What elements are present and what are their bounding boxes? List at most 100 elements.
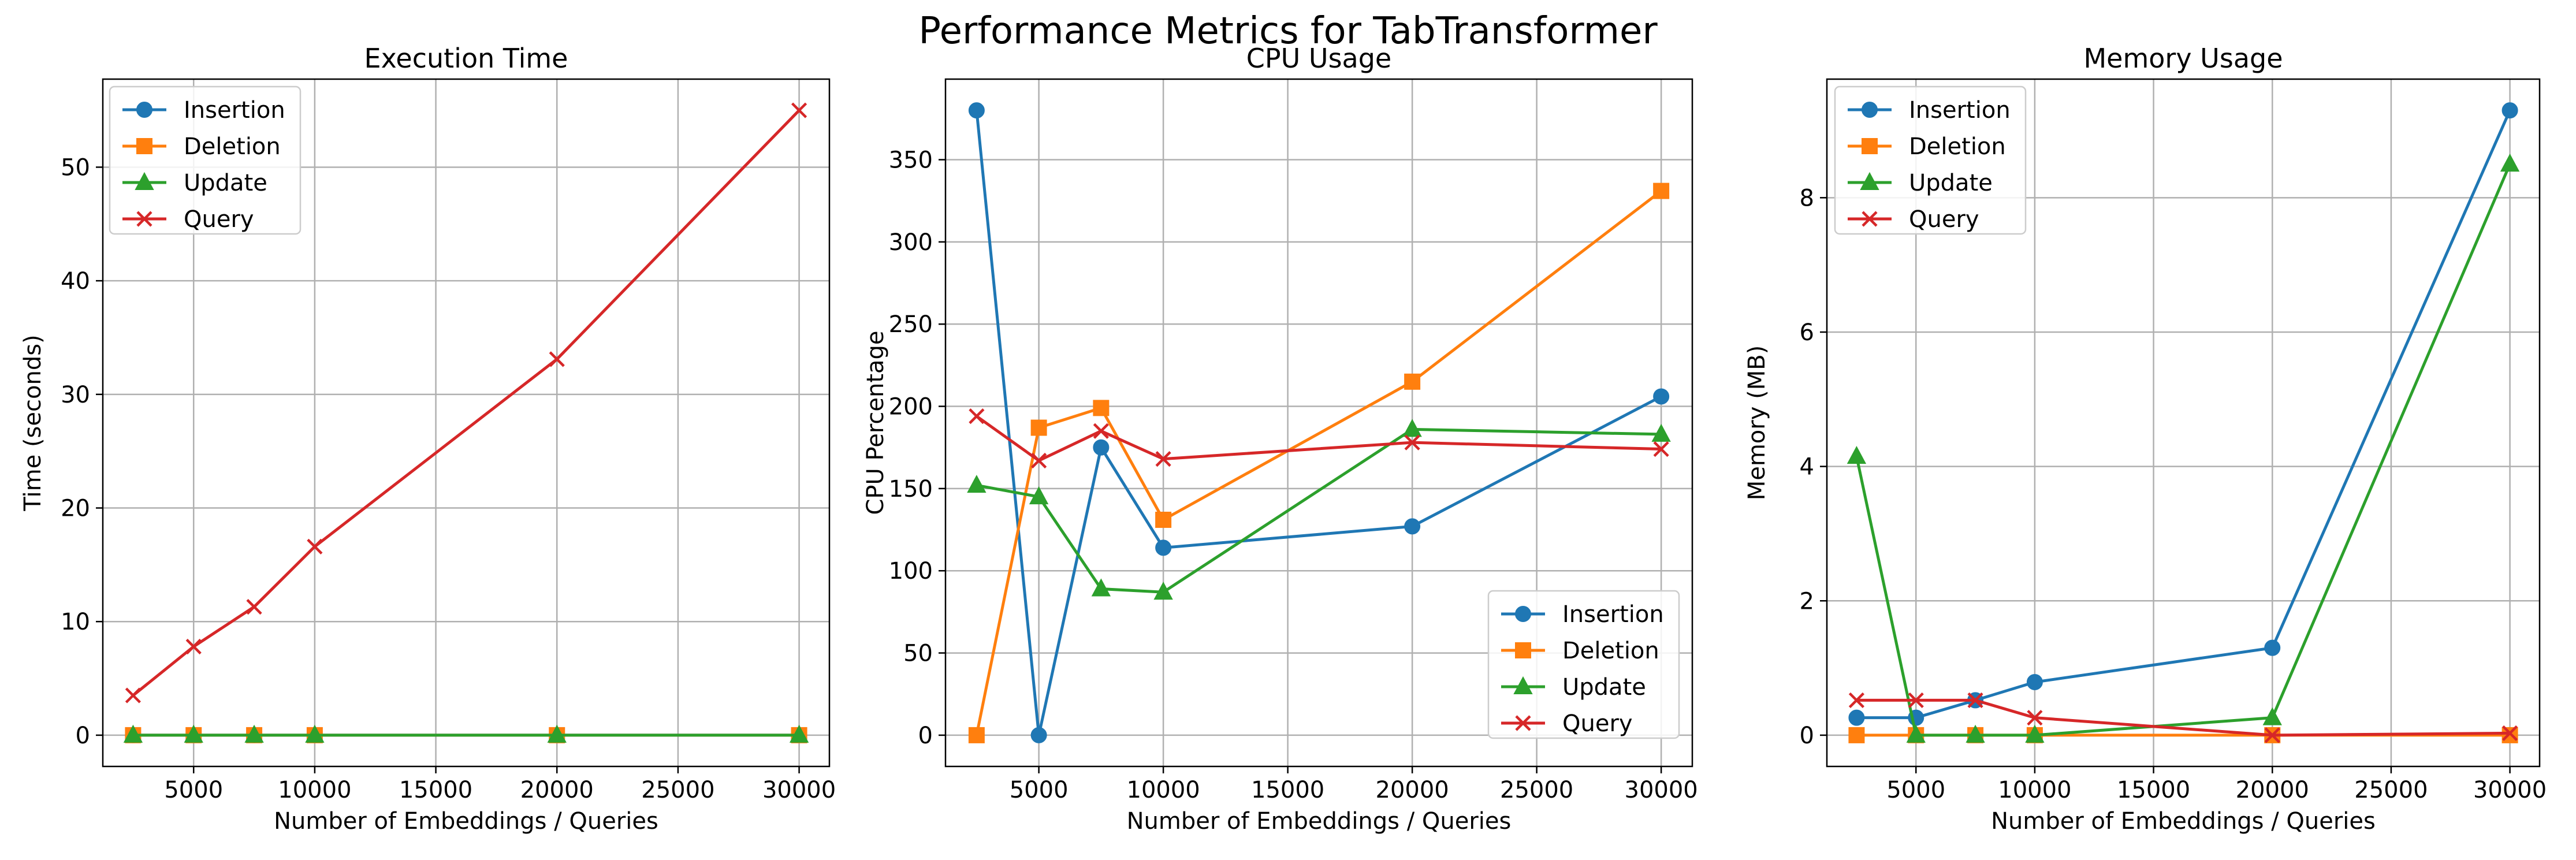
legend-marker-query <box>1862 211 1878 227</box>
data-point-insertion <box>1653 388 1670 405</box>
data-point-insertion <box>1848 709 1865 726</box>
legend-label: Deletion <box>184 133 281 160</box>
data-point-query <box>549 351 565 367</box>
data-point-insertion <box>1155 539 1172 556</box>
y-tick-label: 10 <box>61 609 90 635</box>
data-point-query <box>125 687 142 703</box>
x-tick-label: 5000 <box>1010 777 1069 803</box>
legend-marker-query <box>136 211 152 227</box>
axes-frame <box>944 78 1693 768</box>
series-line-query <box>1856 698 2510 737</box>
data-point-update <box>1091 578 1111 597</box>
y-tick-label: 0 <box>76 723 90 749</box>
data-point-insertion <box>2264 639 2281 656</box>
legend-marker-insertion <box>1862 102 1878 118</box>
data-point-update <box>1651 423 1671 442</box>
y-tick-label: 300 <box>889 229 933 256</box>
legend-label: Deletion <box>1909 133 2006 160</box>
data-point-update <box>2262 707 2282 725</box>
x-tick-label: 10000 <box>278 777 351 803</box>
figure-title: Performance Metrics for TabTransformer <box>918 10 1658 53</box>
y-tick-label: 30 <box>61 382 90 408</box>
y-axis-label: Time (seconds) <box>20 334 46 511</box>
legend-label: Update <box>1909 170 1993 196</box>
legend-marker-update <box>1860 172 1879 190</box>
y-tick-label: 100 <box>889 558 933 584</box>
data-point-deletion <box>1848 727 1865 743</box>
data-point-query <box>246 599 262 615</box>
x-tick-label: 30000 <box>762 777 836 803</box>
x-tick-label: 10000 <box>1998 777 2071 803</box>
data-point-insertion <box>2501 102 2518 119</box>
data-point-query <box>791 102 807 118</box>
legend-label: Insertion <box>1562 601 1664 628</box>
series-line-deletion <box>975 189 1662 736</box>
legend-label: Update <box>184 170 267 196</box>
legend-marker-deletion <box>136 138 152 154</box>
data-point-update <box>1965 724 1985 743</box>
data-point-update <box>547 724 567 743</box>
data-point-update <box>1847 446 1867 464</box>
axes-frame <box>102 78 831 768</box>
y-tick-label: 40 <box>61 268 90 295</box>
subplot-title: Memory Usage <box>2083 43 2283 74</box>
legend-label: Query <box>1562 710 1633 737</box>
y-tick-label: 8 <box>1800 185 1814 211</box>
y-tick-label: 2 <box>1800 588 1814 615</box>
x-tick-label: 25000 <box>2354 777 2428 803</box>
legend-frame <box>1834 85 2027 235</box>
data-point-insertion <box>1404 518 1421 535</box>
series-line-update <box>1855 163 2511 737</box>
series-line-query <box>132 109 801 697</box>
legend-marker-update <box>1513 676 1533 694</box>
x-tick-label: 15000 <box>2117 777 2190 803</box>
legend-label: Insertion <box>184 97 285 124</box>
data-point-query <box>2264 727 2280 743</box>
legend-marker-deletion <box>1515 642 1531 658</box>
subplot-3: 5000 10000 15000 20000 25000 30000 0 2 4 6 8 Memory… <box>1744 43 2547 835</box>
legend: Insertion Deletion Update Query <box>1834 85 2027 235</box>
x-tick-label: 5000 <box>164 777 223 803</box>
y-tick-label: 150 <box>889 476 933 502</box>
legend-marker-insertion <box>1515 606 1531 622</box>
data-point-update <box>123 724 143 743</box>
legend-label: Insertion <box>1909 97 2011 124</box>
y-tick-label: 250 <box>889 311 933 338</box>
legend-frame <box>109 85 301 235</box>
data-point-query <box>1404 434 1420 451</box>
data-point-query <box>969 408 985 425</box>
data-point-query <box>185 638 202 655</box>
legend: Insertion Deletion Update Query <box>109 85 301 235</box>
subplot-1: 5000 10000 15000 20000 25000 30000 0 10 20 30 40 50… <box>20 43 836 835</box>
x-tick-label: 25000 <box>641 777 714 803</box>
y-tick-label: 4 <box>1800 454 1814 481</box>
data-point-update <box>184 724 203 743</box>
data-point-query <box>1155 451 1171 467</box>
legend: Insertion Deletion Update Query <box>1487 590 1680 739</box>
y-tick-label: 0 <box>918 723 933 749</box>
y-tick-label: 20 <box>61 496 90 522</box>
legend-label: Query <box>1909 206 1979 233</box>
series-line-insertion <box>975 110 1662 736</box>
data-point-deletion <box>968 727 985 743</box>
x-tick-label: 10000 <box>1127 777 1200 803</box>
x-axis-label: Number of Embeddings / Queries <box>1991 808 2376 835</box>
data-point-query <box>1967 692 1983 709</box>
data-point-query <box>307 538 323 554</box>
data-point-query <box>2027 710 2043 726</box>
data-point-query <box>1031 452 1047 469</box>
data-point-insertion <box>968 102 985 119</box>
data-point-deletion <box>1093 400 1110 416</box>
data-point-query <box>1908 692 1924 709</box>
data-point-update <box>2025 724 2045 743</box>
axes-frame <box>1826 78 2541 768</box>
data-point-update <box>305 724 325 743</box>
subplot-2: 5000 10000 15000 20000 25000 30000 0 50 100 150 20… <box>862 43 1698 835</box>
data-point-update <box>789 724 809 743</box>
data-point-update <box>1906 724 1926 743</box>
y-tick-label: 200 <box>889 394 933 420</box>
data-point-query <box>1848 692 1865 709</box>
data-point-update <box>244 724 264 743</box>
legend-label: Update <box>1562 674 1646 701</box>
